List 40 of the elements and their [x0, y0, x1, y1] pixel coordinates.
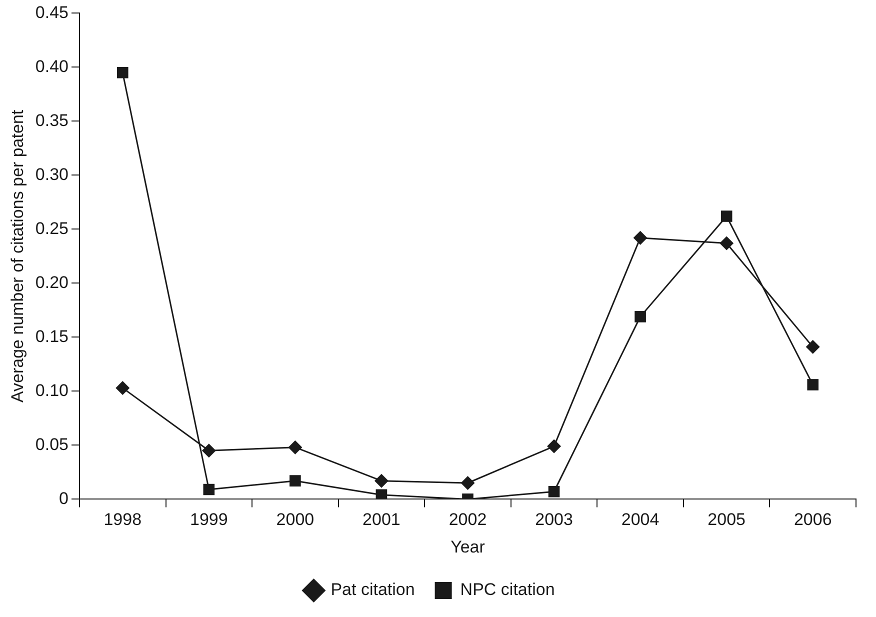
point: [288, 440, 302, 454]
x-tick-label: 2001: [362, 510, 400, 530]
x-axis-title: Year: [450, 537, 486, 556]
x-tick-label: 1999: [190, 510, 228, 530]
point: [633, 230, 648, 245]
y-tick-label: 0.25: [35, 218, 68, 238]
y-tick-label: 0.30: [35, 164, 68, 184]
legend-label: Pat citation: [330, 580, 415, 600]
point: [460, 476, 475, 490]
x-tick-label: 1998: [104, 510, 142, 530]
y-tick-label: 0.40: [35, 56, 68, 76]
point: [202, 444, 216, 458]
y-axis-title: Average number of citations per patent: [8, 110, 27, 403]
x-tick-label: 2005: [708, 510, 746, 530]
point: [634, 311, 646, 322]
point: [376, 489, 388, 500]
point: [548, 486, 560, 498]
legend-label: NPC citation: [460, 580, 555, 600]
x-tick-label: 2004: [621, 510, 660, 530]
x-tick-label: 2003: [535, 510, 573, 530]
x-tick-label: 2002: [448, 510, 487, 530]
x-tick-label: 2006: [794, 510, 832, 530]
point: [720, 210, 732, 222]
x-tick-label: 2000: [276, 510, 314, 530]
y-tick-label: 0.15: [35, 326, 68, 346]
point: [807, 379, 819, 390]
point: [806, 340, 820, 354]
point: [116, 66, 128, 78]
y-tick-label: 0.35: [35, 110, 68, 130]
point: [547, 439, 562, 454]
y-tick-label: 0.10: [35, 380, 68, 400]
y-tick-label: 0: [59, 488, 68, 508]
y-tick-label: 0.05: [35, 434, 68, 454]
point: [720, 236, 734, 250]
y-tick-label: 0.45: [35, 2, 68, 22]
y-tick-label: 0.20: [35, 272, 68, 292]
point: [290, 475, 301, 486]
point: [116, 380, 130, 395]
point: [203, 484, 215, 496]
point: [374, 474, 388, 488]
